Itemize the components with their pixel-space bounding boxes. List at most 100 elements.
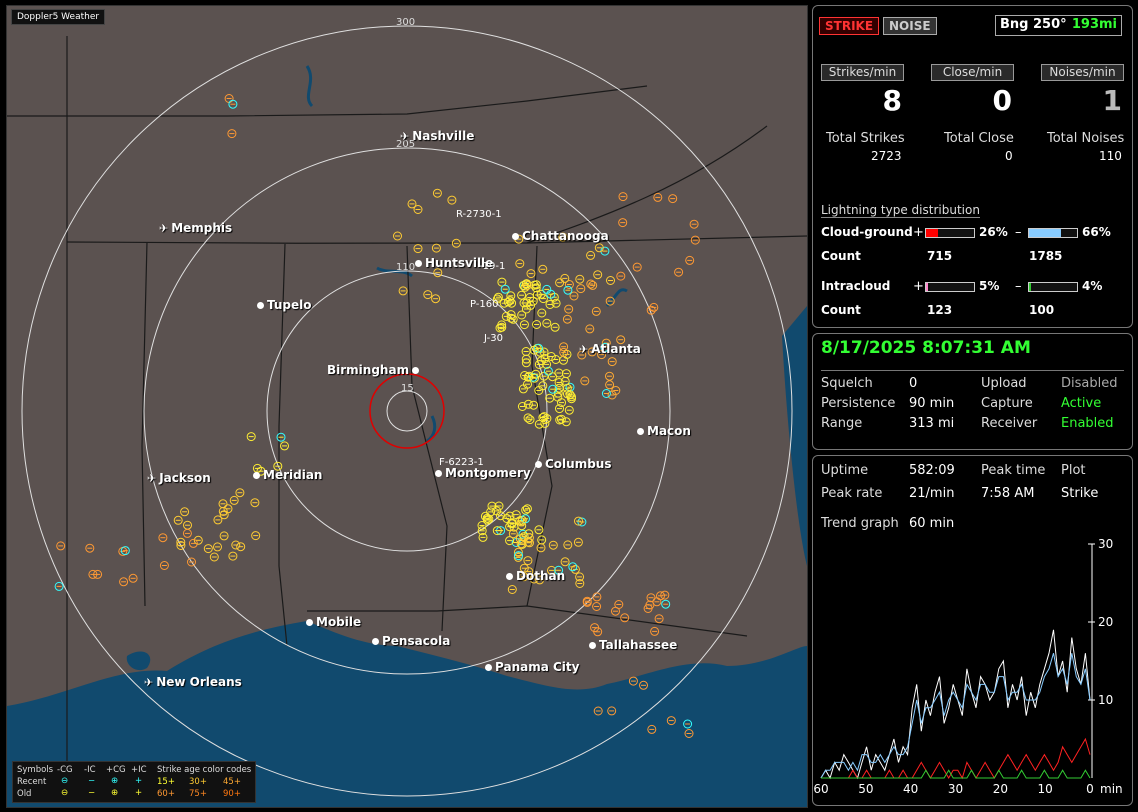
city-tupelo[interactable]: Tupelo [257,298,312,312]
plot-value[interactable]: Strike [1061,486,1099,501]
strike-marker [586,250,596,260]
strike-marker [632,262,642,272]
city-new-orleans[interactable]: ✈ New Orleans [144,675,242,689]
city-panama-city[interactable]: Panama City [485,660,579,674]
strike-marker [515,259,525,269]
ic-positive-pct: 5% [979,279,1000,293]
ic-count-label: Count [821,303,861,317]
strike-marker [593,627,603,637]
city-macon[interactable]: Macon [637,424,691,438]
strike-marker [592,602,602,611]
total-noises-value: 110 [1099,149,1122,163]
persistence-value[interactable]: 90 min [909,396,955,411]
flash-label: P-160 [470,299,499,310]
city-dot-icon [506,573,513,580]
strike-marker [251,531,261,541]
strike-marker [219,531,229,541]
x-tick-label: 40 [903,782,918,796]
strike-marker [508,529,518,539]
city-dot-icon [306,619,313,626]
range-value[interactable]: 313 mi [909,416,955,431]
bearing-box: Bng 250° 193mi [995,15,1122,36]
strike-marker [616,335,626,345]
cg-positive-fill [926,229,939,237]
strike-marker [554,565,564,575]
city-jackson[interactable]: ✈ Jackson [147,471,211,485]
city-columbus[interactable]: Columbus [535,457,612,471]
city-huntsville[interactable]: Huntsville [415,256,493,270]
strike-marker [492,294,502,304]
gulf-of-mexico [7,621,807,807]
strike-marker [559,342,569,352]
city-mobile[interactable]: Mobile [306,615,361,629]
strike-marker [180,507,190,517]
strike-marker [674,267,684,277]
city-dothan[interactable]: Dothan [506,569,565,583]
city-pensacola[interactable]: Pensacola [372,634,450,648]
strike-marker [176,537,186,547]
airport-icon: ✈ [400,130,410,143]
squelch-value[interactable]: 0 [909,376,918,391]
ic-negative-count: 100 [1029,303,1055,317]
strike-marker [685,255,695,265]
strike-marker [500,284,510,294]
strike-marker [586,279,596,289]
trend-series-line [820,653,1091,779]
strike-marker [646,593,656,603]
strike-marker [577,517,587,527]
strike-marker [493,292,503,302]
receiver-value[interactable]: Enabled [1061,416,1114,431]
flash-label: F-6223-1 [439,457,484,468]
noise-button[interactable]: NOISE [883,17,937,35]
strike-marker [507,585,517,594]
trend-graph-label: Trend graph [821,516,899,531]
strike-marker [606,276,615,285]
strike-marker [559,347,569,357]
strike-marker [611,386,621,395]
strike-marker [228,99,238,109]
strike-marker [515,534,525,544]
city-montgomery[interactable]: Montgomery [435,466,531,480]
strike-marker [539,412,549,422]
city-memphis[interactable]: ✈ Memphis [159,221,233,235]
city-nashville[interactable]: ✈ Nashville [400,129,475,143]
city-meridian[interactable]: Meridian [253,468,322,482]
city-chattanooga[interactable]: Chattanooga [512,229,609,243]
total-strikes-value: 2723 [871,149,902,163]
city-tallahassee[interactable]: Tallahassee [589,638,677,652]
strike-marker [591,306,601,316]
strike-marker [529,400,539,410]
strike-marker [213,542,222,552]
y-tick-label: 10 [1098,693,1113,707]
strike-marker [523,413,533,423]
upload-value[interactable]: Disabled [1061,376,1118,391]
strike-marker [562,314,572,324]
strike-button[interactable]: STRIKE [819,17,880,35]
strike-marker [660,590,670,600]
strike-marker [556,414,566,424]
city-birmingham[interactable]: Birmingham [327,363,422,377]
strikes-rate-header: Strikes/min [821,64,904,81]
datetime-display: 8/17/2025 8:07:31 AM [821,338,1031,358]
strike-marker [585,324,595,334]
trend-graph-value[interactable]: 60 min [909,516,955,531]
strike-marker [159,561,169,570]
strike-marker [601,389,611,398]
strike-marker [536,289,546,299]
capture-value[interactable]: Active [1061,396,1102,411]
strike-marker [647,724,657,734]
strike-marker [523,372,533,382]
strike-marker [563,285,573,295]
trend-series-line [820,629,1091,780]
cg-negative-count: 1785 [1029,249,1063,263]
strike-marker [516,517,526,527]
flash-label: R-2730-1 [456,209,502,220]
strike-marker [521,505,531,515]
city-atlanta[interactable]: ✈ Atlanta [579,342,641,356]
lightning-map[interactable]: Doppler5 Weather 300 205 110 15 ✈ Nashvil… [6,5,808,808]
strike-marker [561,417,571,427]
airport-icon: ✈ [144,676,154,689]
strike-marker [525,415,535,425]
strike-marker [548,540,558,550]
city-dot-icon [535,461,542,468]
